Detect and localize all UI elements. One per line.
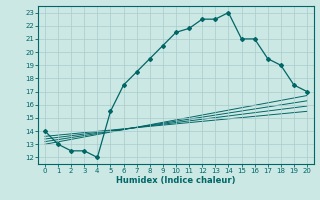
X-axis label: Humidex (Indice chaleur): Humidex (Indice chaleur) [116, 176, 236, 185]
